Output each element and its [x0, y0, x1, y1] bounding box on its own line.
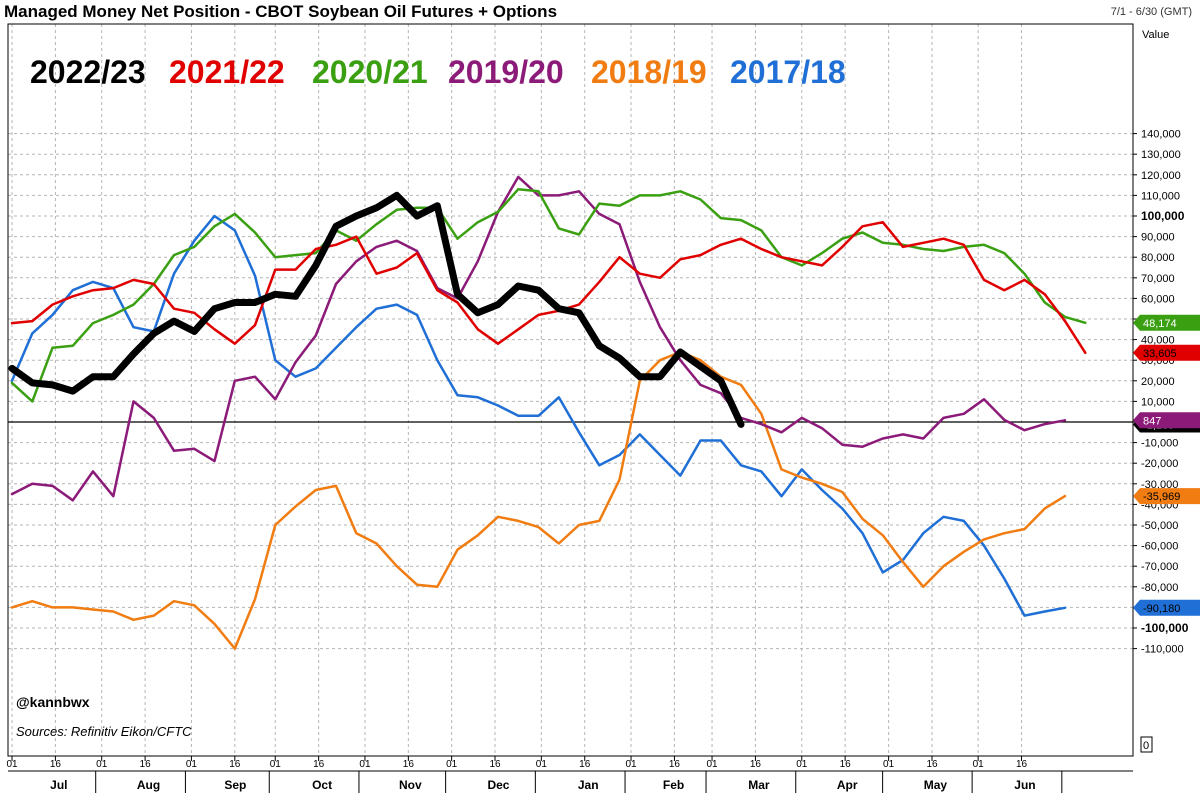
- x-day-tick-label: 16: [750, 759, 762, 770]
- svg-text:33,605: 33,605: [1143, 348, 1177, 360]
- x-day-tick-label: 16: [669, 759, 681, 770]
- y-tick-label: -70,000: [1141, 561, 1178, 573]
- legend-entry: 2020/21: [312, 54, 428, 90]
- source-note: Sources: Refinitiv Eikon/CFTC: [16, 724, 192, 739]
- x-day-tick-label: 16: [229, 759, 241, 770]
- y-tick-label: 100,000: [1141, 209, 1185, 223]
- x-month-label: May: [924, 778, 948, 792]
- x-day-tick-label: 01: [625, 759, 637, 770]
- x-day-tick-label: 01: [446, 759, 458, 770]
- y-tick-label: 110,000: [1141, 190, 1180, 202]
- y-tick-label: -10,000: [1141, 438, 1178, 450]
- legend: 2022/23 2021/22 2020/21 2019/20 2018/19 2017/…: [30, 54, 846, 90]
- x-axis-tick-labels: 01 16 Jul 01 16 Aug 01 16 Sep 01 16 Oct 01 16 Nov 01 16 D…: [6, 759, 1035, 792]
- y-tick-label: 20,000: [1141, 376, 1175, 388]
- x-day-tick-label: 01: [706, 759, 718, 770]
- x-day-tick-label: 01: [359, 759, 371, 770]
- series-line-2019-20: [10, 175, 1067, 502]
- legend-entry: 2022/23: [30, 54, 146, 90]
- x-day-tick-label: 16: [50, 759, 62, 770]
- x-day-tick-label: 16: [403, 759, 415, 770]
- y-tick-label: -30,000: [1141, 479, 1178, 491]
- y-tick-label: 140,000: [1141, 129, 1181, 141]
- x-day-tick-label: 16: [579, 759, 591, 770]
- x-month-label: Mar: [748, 778, 770, 792]
- svg-text:-35,969: -35,969: [1143, 491, 1180, 503]
- x-month-label: Jan: [578, 778, 599, 792]
- x-day-tick-label: 16: [140, 759, 152, 770]
- x-month-label: Sep: [224, 778, 246, 792]
- x-month-label: Aug: [137, 778, 160, 792]
- x-day-tick-label: 01: [96, 759, 108, 770]
- x-day-tick-label: 01: [6, 759, 18, 770]
- end-label-2021-22: 33,605: [1133, 344, 1200, 361]
- y-tick-label: -60,000: [1141, 541, 1178, 553]
- y-axis-tick-labels: 140,000 130,000 120,000 110,000 100,000 90,00…: [1140, 129, 1189, 753]
- x-day-tick-label: 01: [536, 759, 548, 770]
- series-line-2017-18: [10, 214, 1067, 617]
- y-tick-label: 130,000: [1141, 149, 1181, 161]
- x-month-label: Apr: [837, 778, 858, 792]
- chart-title: Managed Money Net Position - CBOT Soybea…: [4, 2, 558, 21]
- x-day-tick-label: 01: [270, 759, 282, 770]
- author-handle: @kannbwx: [16, 694, 90, 710]
- svg-text:-90,180: -90,180: [1143, 603, 1180, 615]
- x-day-tick-label: 16: [313, 759, 325, 770]
- x-day-tick-label: 16: [489, 759, 501, 770]
- x-day-tick-label: 01: [186, 759, 198, 770]
- gridlines: [8, 24, 1133, 756]
- end-label-2019-20: 847: [1133, 412, 1200, 429]
- svg-text:48,174: 48,174: [1143, 318, 1177, 330]
- x-month-label: Jul: [50, 778, 67, 792]
- legend-entry: 2019/20: [448, 54, 564, 90]
- plot-frame: [7, 23, 1134, 757]
- y-axis-title: Value: [1142, 29, 1169, 41]
- x-day-tick-label: 01: [796, 759, 808, 770]
- x-month-label: Nov: [399, 778, 422, 792]
- svg-text:847: 847: [1143, 415, 1161, 427]
- y-tick-label: 70,000: [1141, 273, 1175, 285]
- x-month-label: Feb: [663, 778, 684, 792]
- y-tick-label: 10,000: [1141, 396, 1175, 408]
- y-tick-label: -80,000: [1141, 582, 1178, 594]
- x-day-tick-label: 01: [973, 759, 985, 770]
- y-tick-label: -50,000: [1141, 520, 1178, 532]
- y-tick-label: -20,000: [1141, 458, 1178, 470]
- x-month-label: Dec: [487, 778, 509, 792]
- svg-text:0: 0: [1143, 740, 1149, 752]
- series-line-2022-23: [8, 191, 745, 428]
- y-tick-label: -100,000: [1141, 621, 1189, 635]
- x-day-tick-label: 16: [840, 759, 852, 770]
- series-lines: [8, 175, 1087, 650]
- legend-entry: 2017/18: [730, 54, 846, 90]
- end-label-2020-21: 48,174: [1133, 314, 1200, 331]
- legend-entry: 2021/22: [169, 54, 285, 90]
- x-month-label: Oct: [312, 778, 332, 792]
- end-label-2018-19: -35,969: [1133, 488, 1200, 505]
- end-label-2017-18: -90,180: [1133, 599, 1200, 616]
- series-line-2018-19: [10, 350, 1067, 650]
- y-tick-label: -110,000: [1141, 644, 1184, 656]
- axis-zero-box: 0: [1140, 736, 1153, 753]
- legend-entry: 2018/19: [591, 54, 707, 90]
- y-tick-label: 40,000: [1141, 335, 1175, 347]
- y-tick-label: 90,000: [1141, 232, 1175, 244]
- date-range-label: 7/1 - 6/30 (GMT): [1110, 6, 1192, 18]
- x-day-tick-label: 01: [883, 759, 895, 770]
- y-tick-label: 120,000: [1141, 170, 1181, 182]
- x-day-tick-label: 16: [1016, 759, 1028, 770]
- y-tick-label: 60,000: [1141, 293, 1175, 305]
- x-day-tick-label: 16: [926, 759, 938, 770]
- series-line-2021-22: [10, 220, 1087, 355]
- axes: [7, 23, 1137, 793]
- x-month-label: Jun: [1014, 778, 1035, 792]
- y-tick-label: 80,000: [1141, 252, 1175, 264]
